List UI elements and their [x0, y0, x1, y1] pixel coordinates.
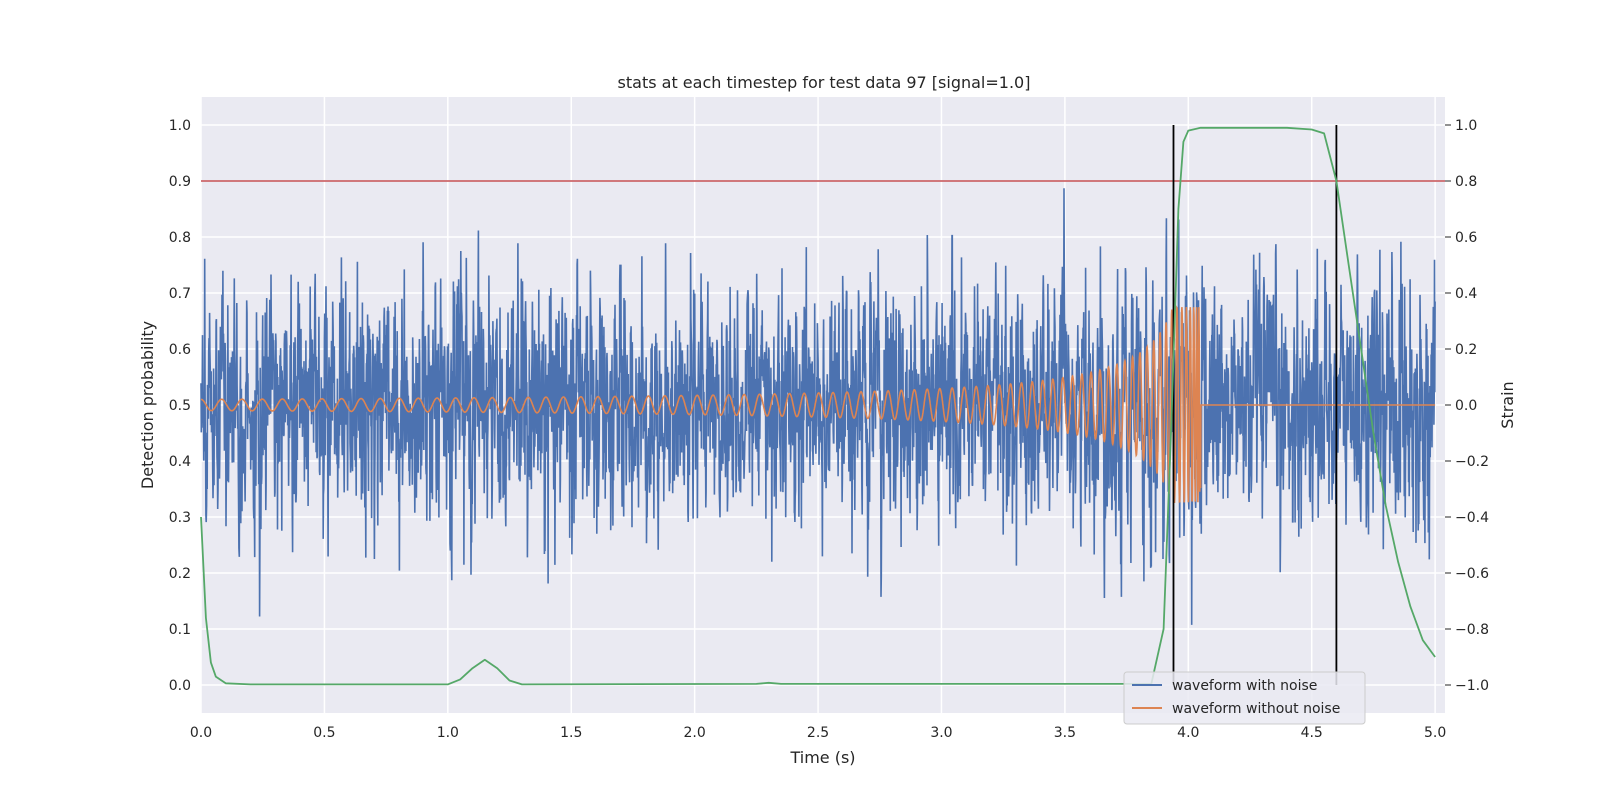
- y-tick-label: 0.2: [169, 566, 191, 582]
- x-tick-label: 0.0: [190, 725, 212, 741]
- y-tick-label: 0.9: [169, 174, 191, 190]
- y2-tick-label: −1.0: [1455, 678, 1489, 694]
- y2-tick-label: 0.8: [1455, 174, 1477, 190]
- y-tick-label: 0.5: [169, 398, 191, 414]
- legend-box: [1123, 671, 1366, 725]
- y2-tick-label: 0.4: [1455, 286, 1477, 302]
- x-tick-label: 1.0: [437, 725, 459, 741]
- y2-tick-label: −0.2: [1455, 454, 1489, 470]
- y2-tick-label: 1.0: [1455, 118, 1477, 134]
- x-tick-label: 3.0: [930, 725, 952, 741]
- series-layer: [200, 125, 1445, 686]
- y-tick-label: 0.7: [169, 286, 191, 302]
- y2-tick-label: −0.4: [1455, 510, 1489, 526]
- series-probability-line: [200, 126, 1436, 686]
- x-tick-label: 3.5: [1054, 725, 1076, 741]
- y2-axis-label: Strain: [1498, 381, 1517, 428]
- y-tick-label: 0.3: [169, 510, 191, 526]
- axis-ticks: 0.0 0.5 1.0 1.5 2.0 2.5 3.0 3.5 4.0 4.5 5.0 0.0 0.1 0…: [169, 118, 1489, 741]
- legend-label-clean: waveform without noise: [1172, 701, 1340, 717]
- x-tick-label: 2.5: [807, 725, 829, 741]
- x-tick-label: 2.0: [684, 725, 706, 741]
- y-tick-label: 0.0: [169, 678, 191, 694]
- x-tick-label: 4.0: [1177, 725, 1199, 741]
- x-tick-label: 4.5: [1301, 725, 1323, 741]
- legend-label-noise: waveform with noise: [1172, 678, 1317, 694]
- series-noisy-waveform-line: [200, 188, 1436, 625]
- x-tick-label: 5.0: [1424, 725, 1446, 741]
- y-tick-label: 0.1: [169, 622, 191, 638]
- y-tick-label: 0.6: [169, 342, 191, 358]
- y-tick-label: 0.4: [169, 454, 191, 470]
- series-clean-waveform-line: [200, 305, 1436, 504]
- y2-tick-label: −0.8: [1455, 622, 1489, 638]
- x-tick-label: 0.5: [313, 725, 335, 741]
- y2-tick-label: −0.6: [1455, 566, 1489, 582]
- y2-tick-label: 0.2: [1455, 342, 1477, 358]
- y-tick-label: 0.8: [169, 230, 191, 246]
- y-axis-label: Detection probability: [138, 321, 157, 489]
- y-tick-label: 1.0: [169, 118, 191, 134]
- x-axis-label: Time (s): [789, 748, 855, 767]
- legend: waveform with noise waveform without noi…: [1123, 671, 1366, 725]
- y2-tick-label: 0.6: [1455, 230, 1477, 246]
- chart-title: stats at each timestep for test data 97 …: [618, 73, 1031, 92]
- y2-tick-label: 0.0: [1455, 398, 1477, 414]
- x-tick-label: 1.5: [560, 725, 582, 741]
